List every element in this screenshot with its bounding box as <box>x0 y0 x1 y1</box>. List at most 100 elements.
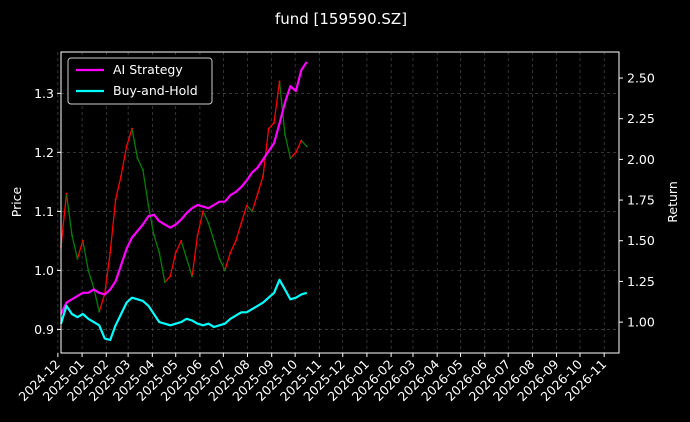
price-point <box>98 310 101 313</box>
price-point <box>245 204 248 207</box>
price-point <box>158 251 161 254</box>
price-point <box>141 169 144 172</box>
legend: AI Strategy Buy-and-Hold <box>67 57 213 105</box>
price-point <box>152 233 155 236</box>
legend-label-ai-strategy: AI Strategy <box>113 62 183 77</box>
price-point <box>234 239 237 242</box>
price-point <box>267 127 270 130</box>
y-right-tick-label: 2.25 <box>627 111 655 126</box>
price-point <box>169 275 172 278</box>
price-segment <box>268 122 275 130</box>
price-segment <box>180 240 188 259</box>
price-segment <box>82 240 89 271</box>
price-segment <box>284 134 292 159</box>
price-segment <box>60 193 68 247</box>
y-axis-label-right: Return <box>665 181 680 222</box>
buy-and-hold-line <box>59 278 308 342</box>
price-segment <box>240 205 248 224</box>
price-segment <box>273 81 281 123</box>
price-point <box>174 251 177 254</box>
price-segment <box>93 287 100 312</box>
price-point <box>278 80 281 83</box>
price-segment <box>207 222 215 242</box>
price-segment <box>289 151 297 159</box>
price-segment <box>153 234 160 253</box>
price-segment <box>251 193 259 212</box>
price-segment <box>158 252 166 283</box>
price-point <box>147 204 150 207</box>
price-point <box>256 192 259 195</box>
price-segment <box>169 252 177 277</box>
price-segment <box>65 193 73 236</box>
price-point <box>251 210 254 213</box>
chart-title: fund [159590.SZ] <box>275 10 407 28</box>
y-right-tick-label: 1.75 <box>627 193 655 208</box>
y-left-tick-label: 1.3 <box>34 86 54 101</box>
price-point <box>163 281 166 284</box>
price-segment <box>142 169 150 206</box>
price-segment <box>191 234 199 277</box>
price-point <box>305 145 308 148</box>
y-axis-label-left: Price <box>9 186 24 217</box>
y-right-tick-label: 1.50 <box>627 233 655 248</box>
y-left-tick-label: 0.9 <box>34 322 54 337</box>
return-lines <box>59 61 308 342</box>
price-point <box>114 198 117 201</box>
price-point <box>294 151 297 154</box>
price-point <box>262 174 265 177</box>
y-right-tick-label: 1.00 <box>627 315 655 330</box>
price-point <box>70 233 73 236</box>
price-point <box>125 145 128 148</box>
price-segment <box>87 270 95 289</box>
ai-strategy-line <box>60 61 308 315</box>
price-point <box>87 269 90 272</box>
price-point <box>212 239 215 242</box>
price-segment <box>125 128 133 147</box>
price-point <box>131 127 134 130</box>
price-segment <box>114 175 122 200</box>
price-segment <box>147 205 155 236</box>
price-point <box>207 222 210 225</box>
price-point <box>223 269 226 272</box>
y-right-tick-label: 1.25 <box>627 274 655 289</box>
price-segment <box>213 240 221 259</box>
price-series <box>60 80 308 313</box>
price-point <box>300 139 303 142</box>
plot-frame <box>60 51 620 354</box>
price-segment <box>196 211 204 236</box>
price-segment <box>278 81 286 135</box>
price-point <box>185 257 188 260</box>
price-segment <box>229 240 237 253</box>
y-left-tick-label: 1.2 <box>34 145 54 160</box>
y-right-tick-label: 2.00 <box>627 152 655 167</box>
price-point <box>180 239 183 242</box>
price-segment <box>104 252 111 295</box>
price-segment <box>235 222 242 242</box>
price-segment <box>76 240 84 259</box>
price-segment <box>257 175 264 194</box>
price-point <box>76 257 79 260</box>
price-point <box>273 121 276 124</box>
price-segment <box>262 128 270 177</box>
price-segment <box>109 199 117 253</box>
price-point <box>202 210 205 213</box>
price-segment <box>136 157 144 171</box>
price-segment <box>224 252 231 271</box>
price-segment <box>186 258 193 277</box>
price-point <box>81 239 84 242</box>
price-point <box>229 251 232 254</box>
price-segment <box>98 293 106 312</box>
price-segment <box>202 211 210 224</box>
price-point <box>196 233 199 236</box>
price-segment <box>300 140 308 147</box>
price-segment <box>246 205 253 212</box>
price-point <box>283 133 286 136</box>
price-segment <box>295 140 302 153</box>
price-segment <box>131 128 139 159</box>
price-segment <box>164 275 171 283</box>
price-point <box>289 157 292 160</box>
price-segment <box>175 240 182 253</box>
legend-label-buy-and-hold: Buy-and-Hold <box>113 83 198 98</box>
y-right-tick-label: 2.50 <box>627 71 655 86</box>
